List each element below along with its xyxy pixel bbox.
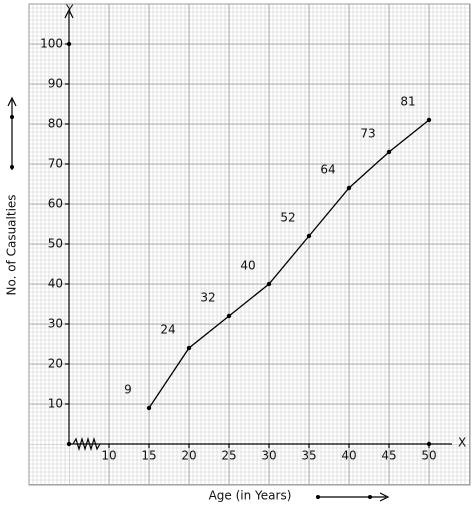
data-line <box>148 119 430 409</box>
x-axis-letter: X <box>458 436 466 450</box>
origin-dot <box>66 441 72 447</box>
y-axis-arrow <box>64 8 74 19</box>
data-label: 40 <box>240 259 255 273</box>
axis-break <box>72 436 101 452</box>
data-label: 32 <box>200 291 215 305</box>
x-axis-title: Age (in Years) <box>209 489 292 503</box>
data-point <box>266 281 272 287</box>
decor-dot <box>10 115 14 119</box>
x-tick-label: 30 <box>261 449 276 463</box>
x-tick-label: 15 <box>141 449 156 463</box>
data-point <box>226 313 232 319</box>
data-label: 9 <box>124 383 132 397</box>
decor-dot <box>10 165 14 169</box>
y-tick-label: 50 <box>48 237 63 251</box>
data-point <box>346 185 352 191</box>
x-tick-label: 50 <box>421 449 436 463</box>
y-tick-label: 40 <box>48 277 63 291</box>
x-tick-label: 25 <box>221 449 236 463</box>
x-tick-label: 20 <box>181 449 196 463</box>
graph-paper <box>28 3 471 486</box>
decor-dot <box>316 495 320 499</box>
x-tick-label: 40 <box>341 449 356 463</box>
y-tick-label: 30 <box>48 317 63 331</box>
grid <box>29 4 469 484</box>
data-label: 73 <box>360 127 375 141</box>
y-tick-label: 20 <box>48 357 63 371</box>
data-point <box>146 405 152 411</box>
x-tick-label: 45 <box>381 449 396 463</box>
data-label: 64 <box>320 163 335 177</box>
data-label: 24 <box>160 323 175 337</box>
y-tick-label: 60 <box>48 197 63 211</box>
y-tick-label: 90 <box>48 77 63 91</box>
data-label: 81 <box>400 95 415 109</box>
data-point <box>306 233 312 239</box>
data-point <box>186 345 192 351</box>
y-tick-label: 100 <box>40 37 63 51</box>
x-tick-label: 35 <box>301 449 316 463</box>
x-tick-label: 10 <box>101 449 116 463</box>
data-label: 52 <box>280 211 295 225</box>
decor-arrowhead <box>379 492 390 502</box>
y-tick-label: 10 <box>48 397 63 411</box>
decor-dot <box>368 495 372 499</box>
y-tick-label: 70 <box>48 157 63 171</box>
y-tick-label: 80 <box>48 117 63 131</box>
data-point <box>386 149 392 155</box>
y-axis-letter: Y <box>65 3 74 17</box>
decor-arrowhead <box>7 96 17 107</box>
data-point <box>426 117 432 123</box>
y-axis-title: No. of Casualties <box>5 194 19 295</box>
